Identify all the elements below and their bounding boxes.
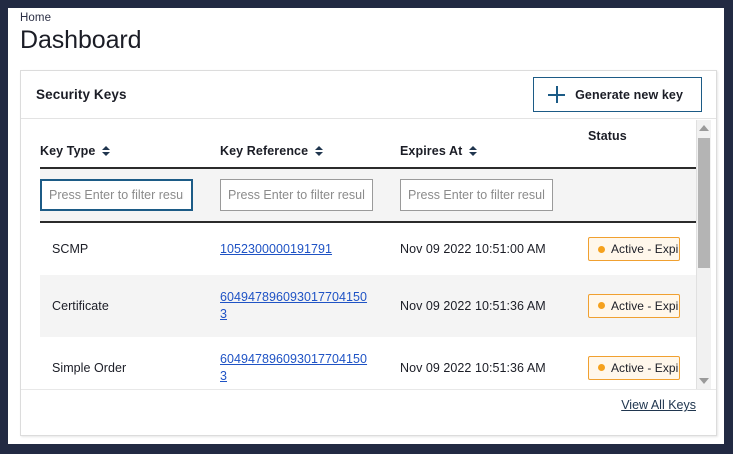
column-header-key-type[interactable]: Key Type <box>40 120 220 169</box>
key-reference-link[interactable]: 1052300000191791 <box>220 241 333 256</box>
filter-cell-key-type <box>40 168 220 223</box>
cell-expires-at: Nov 09 2022 10:51:36 AM <box>400 360 546 375</box>
cell-status: Active - Expi <box>583 275 696 337</box>
cell-key-type: Certificate <box>40 275 220 337</box>
column-header-key-reference-label: Key Reference <box>220 144 309 158</box>
column-header-expires-at[interactable]: Expires At <box>400 120 583 169</box>
status-dot-icon <box>598 302 605 310</box>
filter-cell-key-reference <box>220 168 400 223</box>
vertical-scrollbar[interactable] <box>696 120 711 389</box>
cell-expires-at: Nov 09 2022 10:51:36 AM <box>400 275 583 337</box>
breadcrumb-item-home[interactable]: Home <box>20 12 52 24</box>
filter-input-key-type[interactable] <box>40 179 193 211</box>
generate-new-key-label: Generate new key <box>575 87 683 102</box>
sort-icon[interactable] <box>315 146 324 156</box>
cell-key-type: Simple Order <box>52 360 127 375</box>
filter-cell-expires-at <box>400 168 583 223</box>
table-header-row: Key Type Key Reference <box>40 120 696 169</box>
scroll-down-arrow-icon[interactable] <box>697 373 711 389</box>
security-keys-table: Key Type Key Reference <box>40 120 696 389</box>
filter-input-key-reference[interactable] <box>220 179 373 211</box>
status-badge-label: Active - Expi <box>611 360 679 375</box>
column-header-status-label: Status <box>588 129 627 143</box>
table-header: Key Type Key Reference <box>40 120 696 169</box>
table-row[interactable]: Simple Order 604947896093017704150 3 Nov… <box>40 337 696 389</box>
cell-key-reference: 604947896093017704150 3 <box>220 337 400 389</box>
status-badge: Active - Expi <box>588 237 680 261</box>
scrollbar-track[interactable] <box>697 136 711 373</box>
filter-row-body <box>40 168 696 223</box>
status-badge-label: Active - Expi <box>611 298 679 313</box>
cell-status: Active - Expi <box>583 222 696 275</box>
plus-icon <box>548 86 566 103</box>
card-footer: View All Keys <box>21 389 716 435</box>
scrollbar-thumb[interactable] <box>698 138 710 269</box>
keys-table-container: Key Type Key Reference <box>21 120 716 389</box>
status-badge: Active - Expi <box>588 355 680 380</box>
key-reference-link[interactable]: 604947896093017704150 3 <box>220 290 368 321</box>
generate-new-key-button[interactable]: Generate new key <box>533 77 702 112</box>
security-keys-card: Security Keys Generate new key K <box>20 70 717 436</box>
page-title: Dashboard <box>20 26 142 54</box>
cell-key-type: SCMP <box>52 242 89 256</box>
table-body: SCMP 1052300000191791 Nov 09 2022 10:51:… <box>40 222 696 389</box>
table-row[interactable]: SCMP 1052300000191791 Nov 09 2022 10:51:… <box>40 222 696 275</box>
status-dot-icon <box>598 245 605 253</box>
status-badge: Active - Expi <box>588 293 680 318</box>
filter-input-expires-at[interactable] <box>400 179 553 211</box>
cell-expires-at: Nov 09 2022 10:51:00 AM <box>400 242 546 256</box>
status-badge-label: Active - Expi <box>611 242 679 256</box>
scroll-up-arrow-icon[interactable] <box>697 120 711 136</box>
keys-table-scroll-area: Key Type Key Reference <box>21 120 696 389</box>
filter-row <box>40 168 696 223</box>
table-row[interactable]: Certificate 604947896093017704150 3 Nov … <box>40 275 696 337</box>
card-header: Security Keys Generate new key <box>21 71 716 119</box>
key-reference-link[interactable]: 604947896093017704150 3 <box>220 351 368 383</box>
cell-key-reference: 1052300000191791 <box>220 222 400 275</box>
view-all-keys-link[interactable]: View All Keys <box>621 398 696 412</box>
card-title: Security Keys <box>36 87 127 102</box>
column-header-key-reference[interactable]: Key Reference <box>220 120 400 169</box>
filter-cell-status <box>583 168 696 223</box>
column-header-expires-at-label: Expires At <box>400 144 463 158</box>
app-window: Home Dashboard Security Keys Generate ne… <box>8 8 724 444</box>
status-dot-icon <box>598 364 605 372</box>
sort-icon[interactable] <box>102 146 111 156</box>
cell-key-reference: 604947896093017704150 3 <box>220 275 400 337</box>
cell-status: Active - Expi <box>583 337 696 389</box>
column-header-status: Status <box>583 120 696 169</box>
column-header-key-type-label: Key Type <box>40 144 96 158</box>
breadcrumb: Home <box>8 8 724 24</box>
sort-icon[interactable] <box>469 146 478 156</box>
